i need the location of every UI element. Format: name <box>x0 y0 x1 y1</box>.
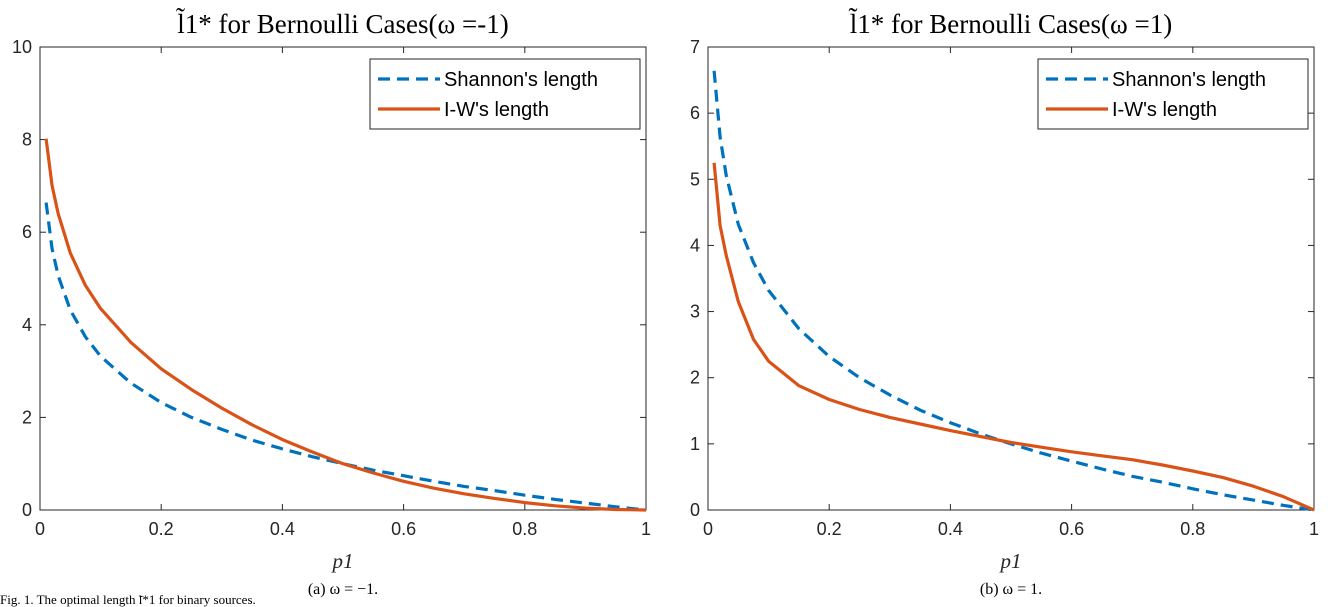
y-tick-label: 6 <box>22 222 32 242</box>
x-tick-label: 0.2 <box>817 519 842 539</box>
y-tick-label: 5 <box>690 169 700 189</box>
subfigure-caption: (a) ω = −1. <box>308 581 378 598</box>
y-tick-label: 6 <box>690 103 700 123</box>
chart-panel-a: l̃1* for Bernoulli Cases(ω =-1) 0 0.2 0.4 0.… <box>12 8 651 598</box>
figure-cut-text: Fig. 1. The optimal length ̃l*1 for bina… <box>0 592 256 607</box>
y-tick-label: 2 <box>22 407 32 427</box>
y-tick-label: 3 <box>690 302 700 322</box>
legend-label: Shannon's length <box>444 69 598 91</box>
series-line-iw <box>44 138 647 512</box>
x-tick-label: 0.4 <box>270 519 295 539</box>
series-line-shannon <box>712 70 1315 512</box>
axes-frame <box>707 46 1315 511</box>
legend: Shannon's length I-W's length <box>369 58 641 130</box>
x-tick-label: 1 <box>641 519 651 539</box>
x-tick-label: 0.2 <box>149 519 174 539</box>
legend-label: Shannon's length <box>1112 69 1266 91</box>
series-line-iw <box>712 162 1315 512</box>
chart-panel-b: l̃1* for Bernoulli Cases(ω =1) 0 0.2 0.4 0.6… <box>690 8 1319 598</box>
y-tick-label: 2 <box>690 368 700 388</box>
series-line-shannon <box>44 202 647 512</box>
x-tick-label: 0 <box>703 519 713 539</box>
x-axis-label: p1 <box>331 549 354 573</box>
x-tick-label: 0.6 <box>391 519 416 539</box>
y-tick-label: 8 <box>22 130 32 150</box>
legend: Shannon's length I-W's length <box>1037 58 1309 130</box>
chart-title: l̃1* for Bernoulli Cases(ω =-1) <box>176 8 509 39</box>
x-tick-label: 1 <box>1309 519 1319 539</box>
y-tick-label: 1 <box>690 434 700 454</box>
x-tick-label: 0.4 <box>938 519 963 539</box>
y-tick-label: 0 <box>690 500 700 520</box>
axes-frame <box>39 46 647 511</box>
x-tick-label: 0.8 <box>512 519 537 539</box>
subfigure-caption: (b) ω = 1. <box>980 581 1042 598</box>
x-tick-label: 0.8 <box>1180 519 1205 539</box>
y-tick-label: 7 <box>690 37 700 57</box>
chart-title: l̃1* for Bernoulli Cases(ω =1) <box>849 8 1173 39</box>
y-tick-label: 4 <box>690 235 700 255</box>
legend-label: I-W's length <box>1112 99 1217 121</box>
x-tick-label: 0 <box>35 519 45 539</box>
legend-label: I-W's length <box>444 99 549 121</box>
legend-box <box>369 58 641 130</box>
y-tick-label: 4 <box>22 315 32 335</box>
legend-box <box>1037 58 1309 130</box>
y-tick-label: 0 <box>22 500 32 520</box>
y-tick-label: 10 <box>12 37 32 57</box>
x-axis-label: p1 <box>999 549 1022 573</box>
x-tick-label: 0.6 <box>1059 519 1084 539</box>
